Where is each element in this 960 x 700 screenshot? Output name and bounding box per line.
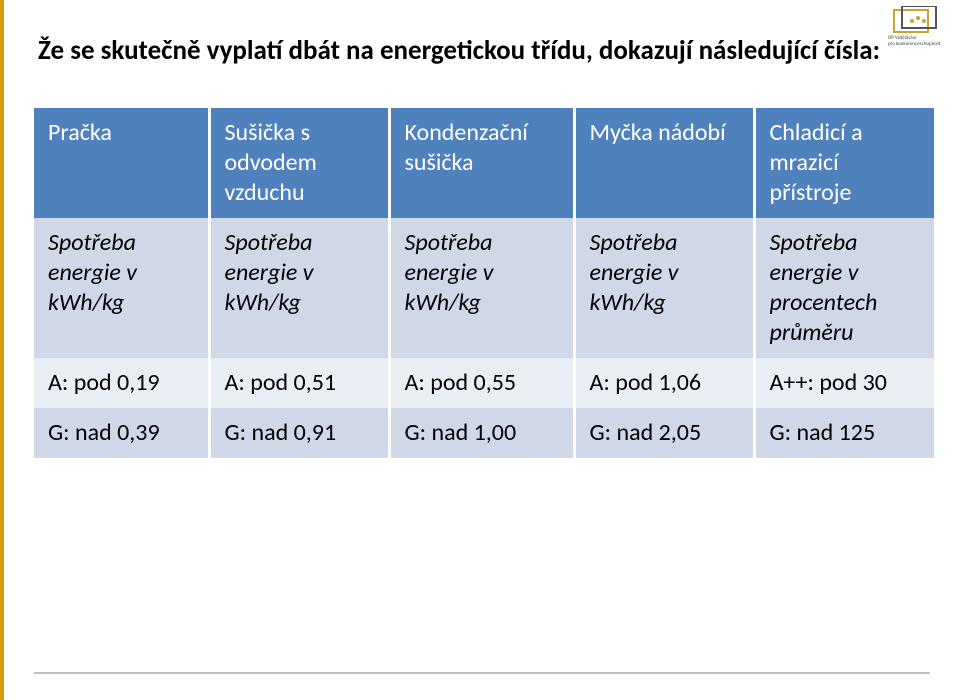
table-cell: A: pod 1,06 [574,358,754,408]
table-cell: G: nad 125 [754,408,934,458]
table-row: G: nad 0,39 G: nad 0,91 G: nad 1,00 G: n… [34,408,934,458]
subheader-cell: Spotřeba energie v kWh/kg [209,218,389,358]
table-cell: A++: pod 30 [754,358,934,408]
col-header: Pračka [34,108,209,218]
table-cell: G: nad 0,91 [209,408,389,458]
table-cell: G: nad 1,00 [389,408,574,458]
table-cell: G: nad 0,39 [34,408,209,458]
table-cell: A: pod 0,51 [209,358,389,408]
table-cell: A: pod 0,55 [389,358,574,408]
subheader-cell: Spotřeba energie v kWh/kg [574,218,754,358]
subheader-cell: Spotřeba energie v kWh/kg [389,218,574,358]
subheader-cell: Spotřeba energie v procentech průměru [754,218,934,358]
col-header: Kondenzační sušička [389,108,574,218]
table-row: A: pod 0,19 A: pod 0,51 A: pod 0,55 A: p… [34,358,934,408]
footer-divider [34,672,930,674]
col-header: Chladicí a mrazicí přístroje [754,108,934,218]
subheader-cell: Spotřeba energie v kWh/kg [34,218,209,358]
page: OP Vzdělávání pro konkurenceschopnost Že… [0,0,960,700]
energy-table: Pračka Sušička s odvodem vzduchu Kondenz… [34,108,934,458]
col-header: Sušička s odvodem vzduchu [209,108,389,218]
table-cell: G: nad 2,05 [574,408,754,458]
col-header: Myčka nádobí [574,108,754,218]
eu-op-logo: OP Vzdělávání pro konkurenceschopnost [888,6,948,46]
table-cell: A: pod 0,19 [34,358,209,408]
table-subheader-row: Spotřeba energie v kWh/kg Spotřeba energ… [34,218,934,358]
table-header-row: Pračka Sušička s odvodem vzduchu Kondenz… [34,108,934,218]
svg-text:pro konkurenceschopnost: pro konkurenceschopnost [888,41,941,46]
page-title: Že se skutečně vyplatí dbát na energetic… [38,34,930,68]
